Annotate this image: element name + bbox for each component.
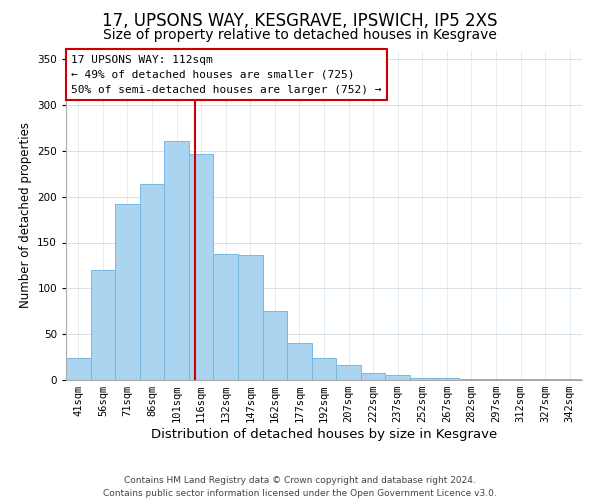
Text: Contains HM Land Registry data © Crown copyright and database right 2024.
Contai: Contains HM Land Registry data © Crown c… (103, 476, 497, 498)
Bar (508, 379, 533, 380)
X-axis label: Distribution of detached houses by size in Kesgrave: Distribution of detached houses by size … (151, 428, 497, 441)
Text: 17 UPSONS WAY: 112sqm
← 49% of detached houses are smaller (725)
50% of semi-det: 17 UPSONS WAY: 112sqm ← 49% of detached … (71, 55, 382, 94)
Bar (557, 379, 582, 380)
Bar (140, 184, 164, 380)
Text: 17, UPSONS WAY, KESGRAVE, IPSWICH, IP5 2XS: 17, UPSONS WAY, KESGRAVE, IPSWICH, IP5 2… (102, 12, 498, 30)
Bar (91, 270, 115, 380)
Bar (385, 376, 410, 380)
Bar (361, 372, 385, 380)
Bar (410, 378, 434, 380)
Bar (336, 366, 361, 380)
Bar (459, 379, 484, 380)
Bar (214, 254, 238, 380)
Bar (484, 379, 508, 380)
Bar (66, 358, 91, 380)
Bar (115, 204, 140, 380)
Bar (287, 344, 312, 380)
Text: Size of property relative to detached houses in Kesgrave: Size of property relative to detached ho… (103, 28, 497, 42)
Bar (238, 256, 263, 380)
Bar (312, 358, 336, 380)
Bar (434, 378, 459, 380)
Bar (263, 311, 287, 380)
Bar (533, 379, 557, 380)
Y-axis label: Number of detached properties: Number of detached properties (19, 122, 32, 308)
Bar (164, 141, 189, 380)
Bar (189, 154, 214, 380)
